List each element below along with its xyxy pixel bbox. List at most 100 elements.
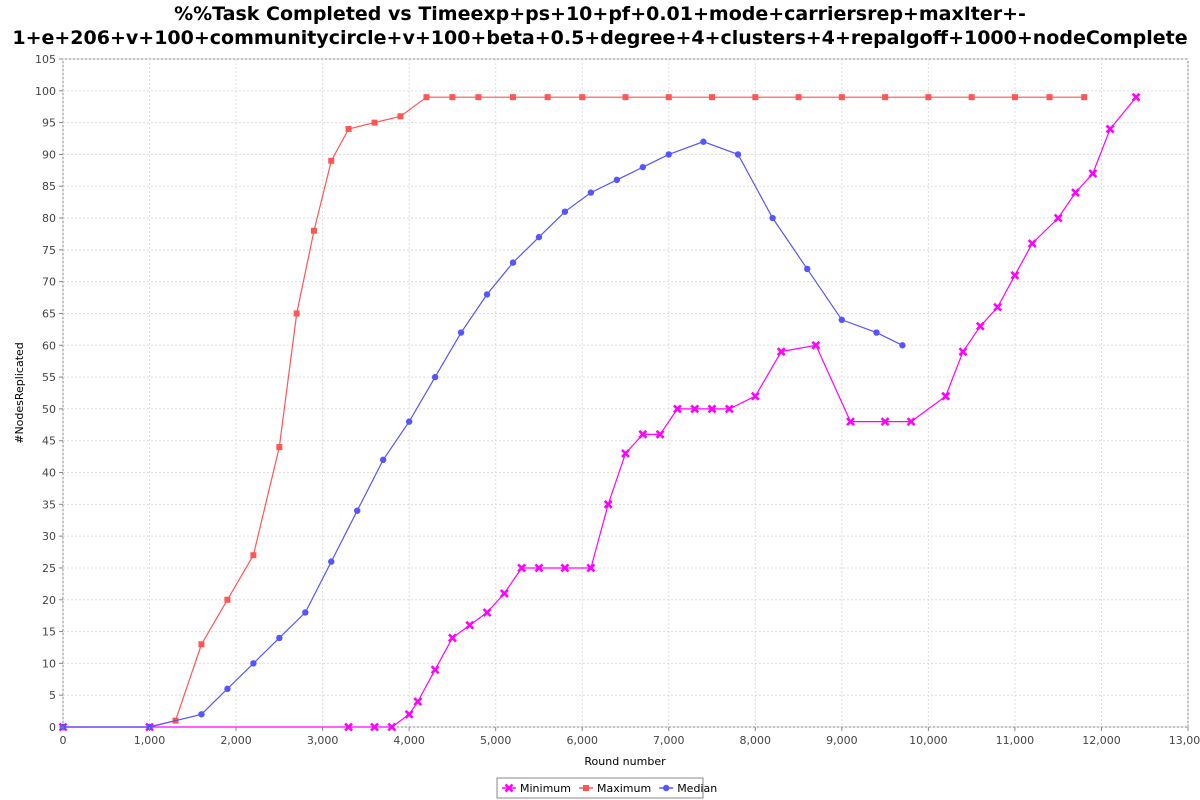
data-point-minimum <box>404 709 414 719</box>
x-tick-label: 8,000 <box>740 734 772 747</box>
grid-lines <box>62 58 1189 728</box>
data-point-maximum <box>925 94 932 101</box>
y-tick-label: 95 <box>42 117 56 130</box>
x-tick-label: 13,000 <box>1169 734 1200 747</box>
legend-label-minimum: Minimum <box>520 782 571 795</box>
y-axis-label: #NodesReplicated <box>13 342 26 444</box>
data-point-minimum <box>690 404 700 414</box>
data-point-maximum <box>1011 94 1018 101</box>
data-point-maximum <box>622 94 629 101</box>
data-point-minimum <box>586 563 596 573</box>
data-point-minimum <box>906 417 916 427</box>
data-point-minimum <box>430 665 440 675</box>
data-point-median <box>405 418 413 425</box>
legend-marker-median <box>662 784 670 792</box>
series-layer <box>58 92 1141 732</box>
y-tick-label: 75 <box>42 244 56 257</box>
data-point-maximum <box>293 310 300 317</box>
data-point-minimum <box>724 404 734 414</box>
series-minimum <box>58 92 1141 732</box>
data-point-median <box>873 329 880 336</box>
data-point-median <box>700 138 707 145</box>
data-point-maximum <box>838 94 845 101</box>
data-point-maximum <box>198 641 205 648</box>
data-point-minimum <box>534 563 544 573</box>
x-tick-label: 3,000 <box>307 734 339 747</box>
data-point-minimum <box>673 404 682 414</box>
legend-label-maximum: Maximum <box>597 782 651 795</box>
data-point-minimum <box>1071 188 1080 198</box>
data-point-maximum <box>345 125 352 132</box>
data-point-minimum <box>413 697 423 706</box>
data-point-maximum <box>310 227 317 234</box>
data-point-minimum <box>560 563 570 573</box>
y-tick-label: 25 <box>42 562 56 575</box>
data-point-minimum <box>993 302 1003 312</box>
data-point-median <box>769 214 776 222</box>
legend: Minimum Maximum Median <box>496 777 717 799</box>
data-point-minimum <box>846 417 855 427</box>
x-tick-label: 0 <box>60 734 67 747</box>
y-tick-label: 55 <box>42 371 56 384</box>
y-tick-label: 80 <box>42 212 56 225</box>
data-point-minimum <box>499 588 509 598</box>
data-point-minimum <box>811 340 821 350</box>
data-point-minimum <box>958 347 968 357</box>
data-point-maximum <box>276 444 283 451</box>
data-point-minimum <box>1053 213 1063 223</box>
legend-item-maximum: Maximum <box>578 782 651 795</box>
data-point-median <box>379 456 387 463</box>
y-tick-label: 65 <box>42 307 56 320</box>
data-point-maximum <box>709 94 716 101</box>
series-line-median <box>63 141 903 728</box>
data-point-median <box>899 342 906 349</box>
data-point-maximum <box>795 94 802 101</box>
data-point-median <box>535 233 543 241</box>
plot-area <box>62 58 1189 728</box>
data-point-minimum <box>603 499 613 509</box>
y-tick-label: 85 <box>42 180 56 193</box>
x-tick-label: 7,000 <box>653 734 685 747</box>
data-point-minimum <box>750 391 760 401</box>
data-point-median <box>838 316 846 324</box>
data-point-median <box>302 609 309 616</box>
y-tick-label: 60 <box>42 339 56 352</box>
data-point-maximum <box>423 94 430 101</box>
y-tick-label: 0 <box>49 721 56 734</box>
chart-title-line-1: %%Task Completed vs Timeexp+ps+10+pf+0.0… <box>174 3 1026 25</box>
data-point-maximum <box>665 94 672 101</box>
tick-labels: 0 1,000 2,000 3,000 4,000 5,000 6,000 7,000 8,00… <box>35 53 1200 747</box>
data-point-minimum <box>482 608 492 617</box>
data-point-minimum <box>880 417 890 427</box>
data-point-median <box>483 291 491 298</box>
data-point-minimum <box>621 449 630 458</box>
y-tick-label: 10 <box>42 657 56 670</box>
data-point-median <box>587 189 595 196</box>
data-point-minimum <box>517 563 527 573</box>
y-tick-label: 30 <box>42 530 56 543</box>
data-point-minimum <box>941 391 951 401</box>
y-tick-label: 40 <box>42 467 56 480</box>
data-point-minimum <box>1088 169 1098 178</box>
data-point-minimum <box>655 429 665 439</box>
data-point-median <box>639 163 647 171</box>
data-point-maximum <box>752 94 759 101</box>
legend-marker-minimum <box>504 783 514 793</box>
data-point-maximum <box>544 94 551 101</box>
x-tick-label: 5,000 <box>480 734 512 747</box>
chart-title-line-2: 1+e+206+v+100+communitycircle+v+100+beta… <box>12 27 1188 49</box>
data-point-minimum <box>448 633 457 643</box>
data-point-minimum <box>370 722 379 732</box>
data-point-minimum <box>776 347 786 357</box>
data-point-minimum <box>465 620 475 630</box>
data-point-median <box>224 685 231 693</box>
data-point-maximum <box>882 94 889 101</box>
data-point-minimum <box>387 722 397 732</box>
data-point-maximum <box>250 552 257 559</box>
y-tick-label: 50 <box>42 403 56 416</box>
data-point-minimum <box>707 404 717 414</box>
y-tick-label: 15 <box>42 626 56 639</box>
y-tick-label: 100 <box>35 85 56 98</box>
data-point-median <box>665 151 672 158</box>
data-point-median <box>734 151 742 158</box>
